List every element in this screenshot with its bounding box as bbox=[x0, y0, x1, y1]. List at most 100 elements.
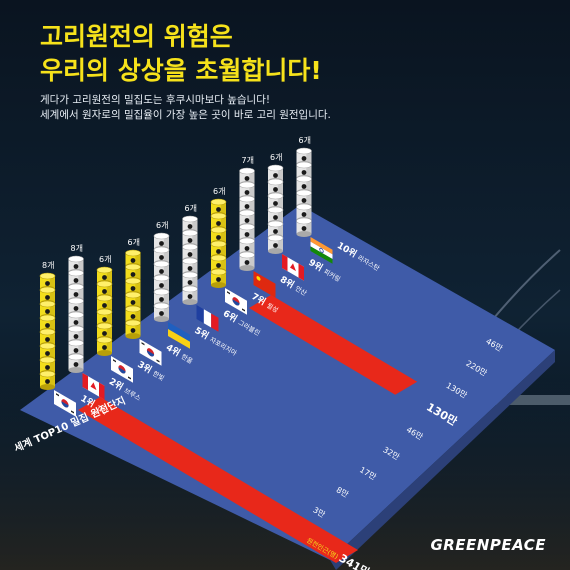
radiation-icon bbox=[273, 173, 278, 178]
reactor-barrel bbox=[239, 167, 255, 187]
radiation-icon bbox=[45, 295, 50, 300]
radiation-icon bbox=[216, 221, 221, 226]
radiation-icon bbox=[244, 190, 250, 195]
reactor-barrel bbox=[267, 164, 284, 184]
highlight-strip bbox=[78, 397, 358, 563]
india-flag-icon bbox=[310, 237, 333, 264]
korea-flag-icon bbox=[54, 390, 76, 417]
reactor-count-label: 6개 bbox=[299, 135, 311, 145]
china-flag-icon bbox=[253, 271, 276, 298]
canada-flag-icon bbox=[82, 373, 105, 400]
radiation-icon bbox=[73, 264, 79, 269]
radiation-icon bbox=[301, 212, 307, 217]
korea-flag-icon bbox=[111, 356, 133, 383]
radiation-icon bbox=[273, 187, 278, 192]
reactor-barrel bbox=[296, 175, 312, 195]
radiation-icon bbox=[73, 306, 79, 311]
radiation-icon bbox=[130, 258, 136, 263]
radiation-icon bbox=[187, 238, 193, 243]
title-line-2: 우리의 상상을 초월합니다! bbox=[40, 56, 322, 85]
reactor-stack: 6개 bbox=[96, 254, 113, 356]
radiation-icon bbox=[159, 311, 164, 316]
radiation-icon bbox=[301, 226, 307, 231]
radiation-icon bbox=[102, 289, 107, 294]
reactor-count-label: 7개 bbox=[242, 155, 254, 165]
greenpeace-logo: GREENPEACE bbox=[430, 536, 546, 554]
radiation-icon bbox=[301, 184, 307, 189]
radiation-icon bbox=[45, 323, 50, 328]
subtitle-line-2: 세계에서 원자로의 밀집율이 가장 높은 곳이 바로 고리 원전입니다. bbox=[40, 109, 331, 121]
radiation-icon bbox=[130, 300, 136, 305]
radiation-icon bbox=[73, 362, 79, 367]
radiation-icon bbox=[187, 266, 193, 271]
radiation-icon bbox=[216, 207, 221, 212]
radiation-icon bbox=[102, 317, 107, 322]
radiation-icon bbox=[130, 272, 136, 277]
radiation-icon bbox=[216, 277, 221, 282]
reactor-count-label: 8개 bbox=[71, 243, 83, 253]
reactor-stack: 6개 bbox=[153, 220, 170, 322]
reactor-stack: 6개 bbox=[125, 237, 141, 339]
radiation-icon bbox=[187, 280, 193, 285]
reactor-stack: 8개 bbox=[68, 243, 84, 373]
radiation-icon bbox=[102, 303, 107, 308]
radiation-icon bbox=[45, 337, 50, 342]
radiation-icon bbox=[45, 379, 50, 384]
reactor-barrel bbox=[182, 285, 198, 305]
radiation-icon bbox=[301, 198, 307, 203]
radiation-icon bbox=[45, 365, 50, 370]
reactor-count-label: 6개 bbox=[156, 220, 168, 230]
page-title: 고리원전의 위험은 우리의 상상을 초월합니다! bbox=[40, 20, 322, 88]
reactor-barrel bbox=[153, 302, 170, 322]
canada-flag-icon bbox=[282, 253, 304, 281]
radiation-icon bbox=[45, 351, 50, 356]
radiation-icon bbox=[130, 286, 136, 291]
reactor-count-label: 6개 bbox=[185, 203, 197, 213]
radiation-icon bbox=[73, 334, 79, 339]
radiation-icon bbox=[159, 283, 164, 288]
korea-flag-icon bbox=[225, 288, 247, 315]
radiation-icon bbox=[187, 252, 193, 257]
radiation-icon bbox=[73, 348, 79, 353]
reactor-stack: 6개 bbox=[210, 186, 227, 288]
radiation-icon bbox=[73, 320, 79, 325]
radiation-icon bbox=[159, 269, 164, 274]
highlight-strip bbox=[249, 295, 418, 395]
radiation-icon bbox=[45, 309, 50, 314]
radiation-icon bbox=[273, 229, 278, 234]
reactor-barrel bbox=[210, 268, 227, 288]
reactor-barrel bbox=[267, 234, 284, 254]
reactor-stack: 6개 bbox=[182, 203, 198, 305]
radiation-icon bbox=[301, 156, 307, 161]
radiation-icon bbox=[187, 224, 193, 229]
page-subtitle: 게다가 고리원전의 밀집도는 후쿠시마보다 높습니다! 세계에서 원자로의 밀집… bbox=[40, 93, 331, 123]
radiation-icon bbox=[244, 204, 250, 209]
radiation-icon bbox=[244, 246, 250, 251]
radiation-icon bbox=[301, 170, 307, 175]
radiation-icon bbox=[244, 232, 250, 237]
radiation-icon bbox=[244, 176, 250, 181]
france-flag-icon bbox=[196, 305, 219, 332]
subtitle-line-1: 게다가 고리원전의 밀집도는 후쿠시마보다 높습니다! bbox=[40, 94, 271, 106]
chart-panel bbox=[20, 205, 555, 560]
radiation-icon bbox=[159, 297, 164, 302]
reactor-count-label: 6개 bbox=[99, 254, 111, 264]
reactor-barrel bbox=[96, 336, 113, 356]
radiation-icon bbox=[273, 201, 278, 206]
reactor-barrel bbox=[296, 217, 312, 237]
radiation-icon bbox=[159, 255, 164, 260]
radiation-icon bbox=[244, 260, 250, 265]
radiation-icon bbox=[102, 275, 107, 280]
radiation-icon bbox=[273, 215, 278, 220]
radiation-icon bbox=[102, 331, 107, 336]
reactor-stack: 8개 bbox=[39, 260, 56, 390]
radiation-icon bbox=[187, 294, 193, 299]
radiation-icon bbox=[102, 345, 107, 350]
radiation-icon bbox=[130, 314, 136, 319]
radiation-icon bbox=[273, 243, 278, 248]
reactor-barrel bbox=[125, 319, 141, 339]
radiation-icon bbox=[73, 292, 79, 297]
radiation-icon bbox=[130, 328, 136, 333]
